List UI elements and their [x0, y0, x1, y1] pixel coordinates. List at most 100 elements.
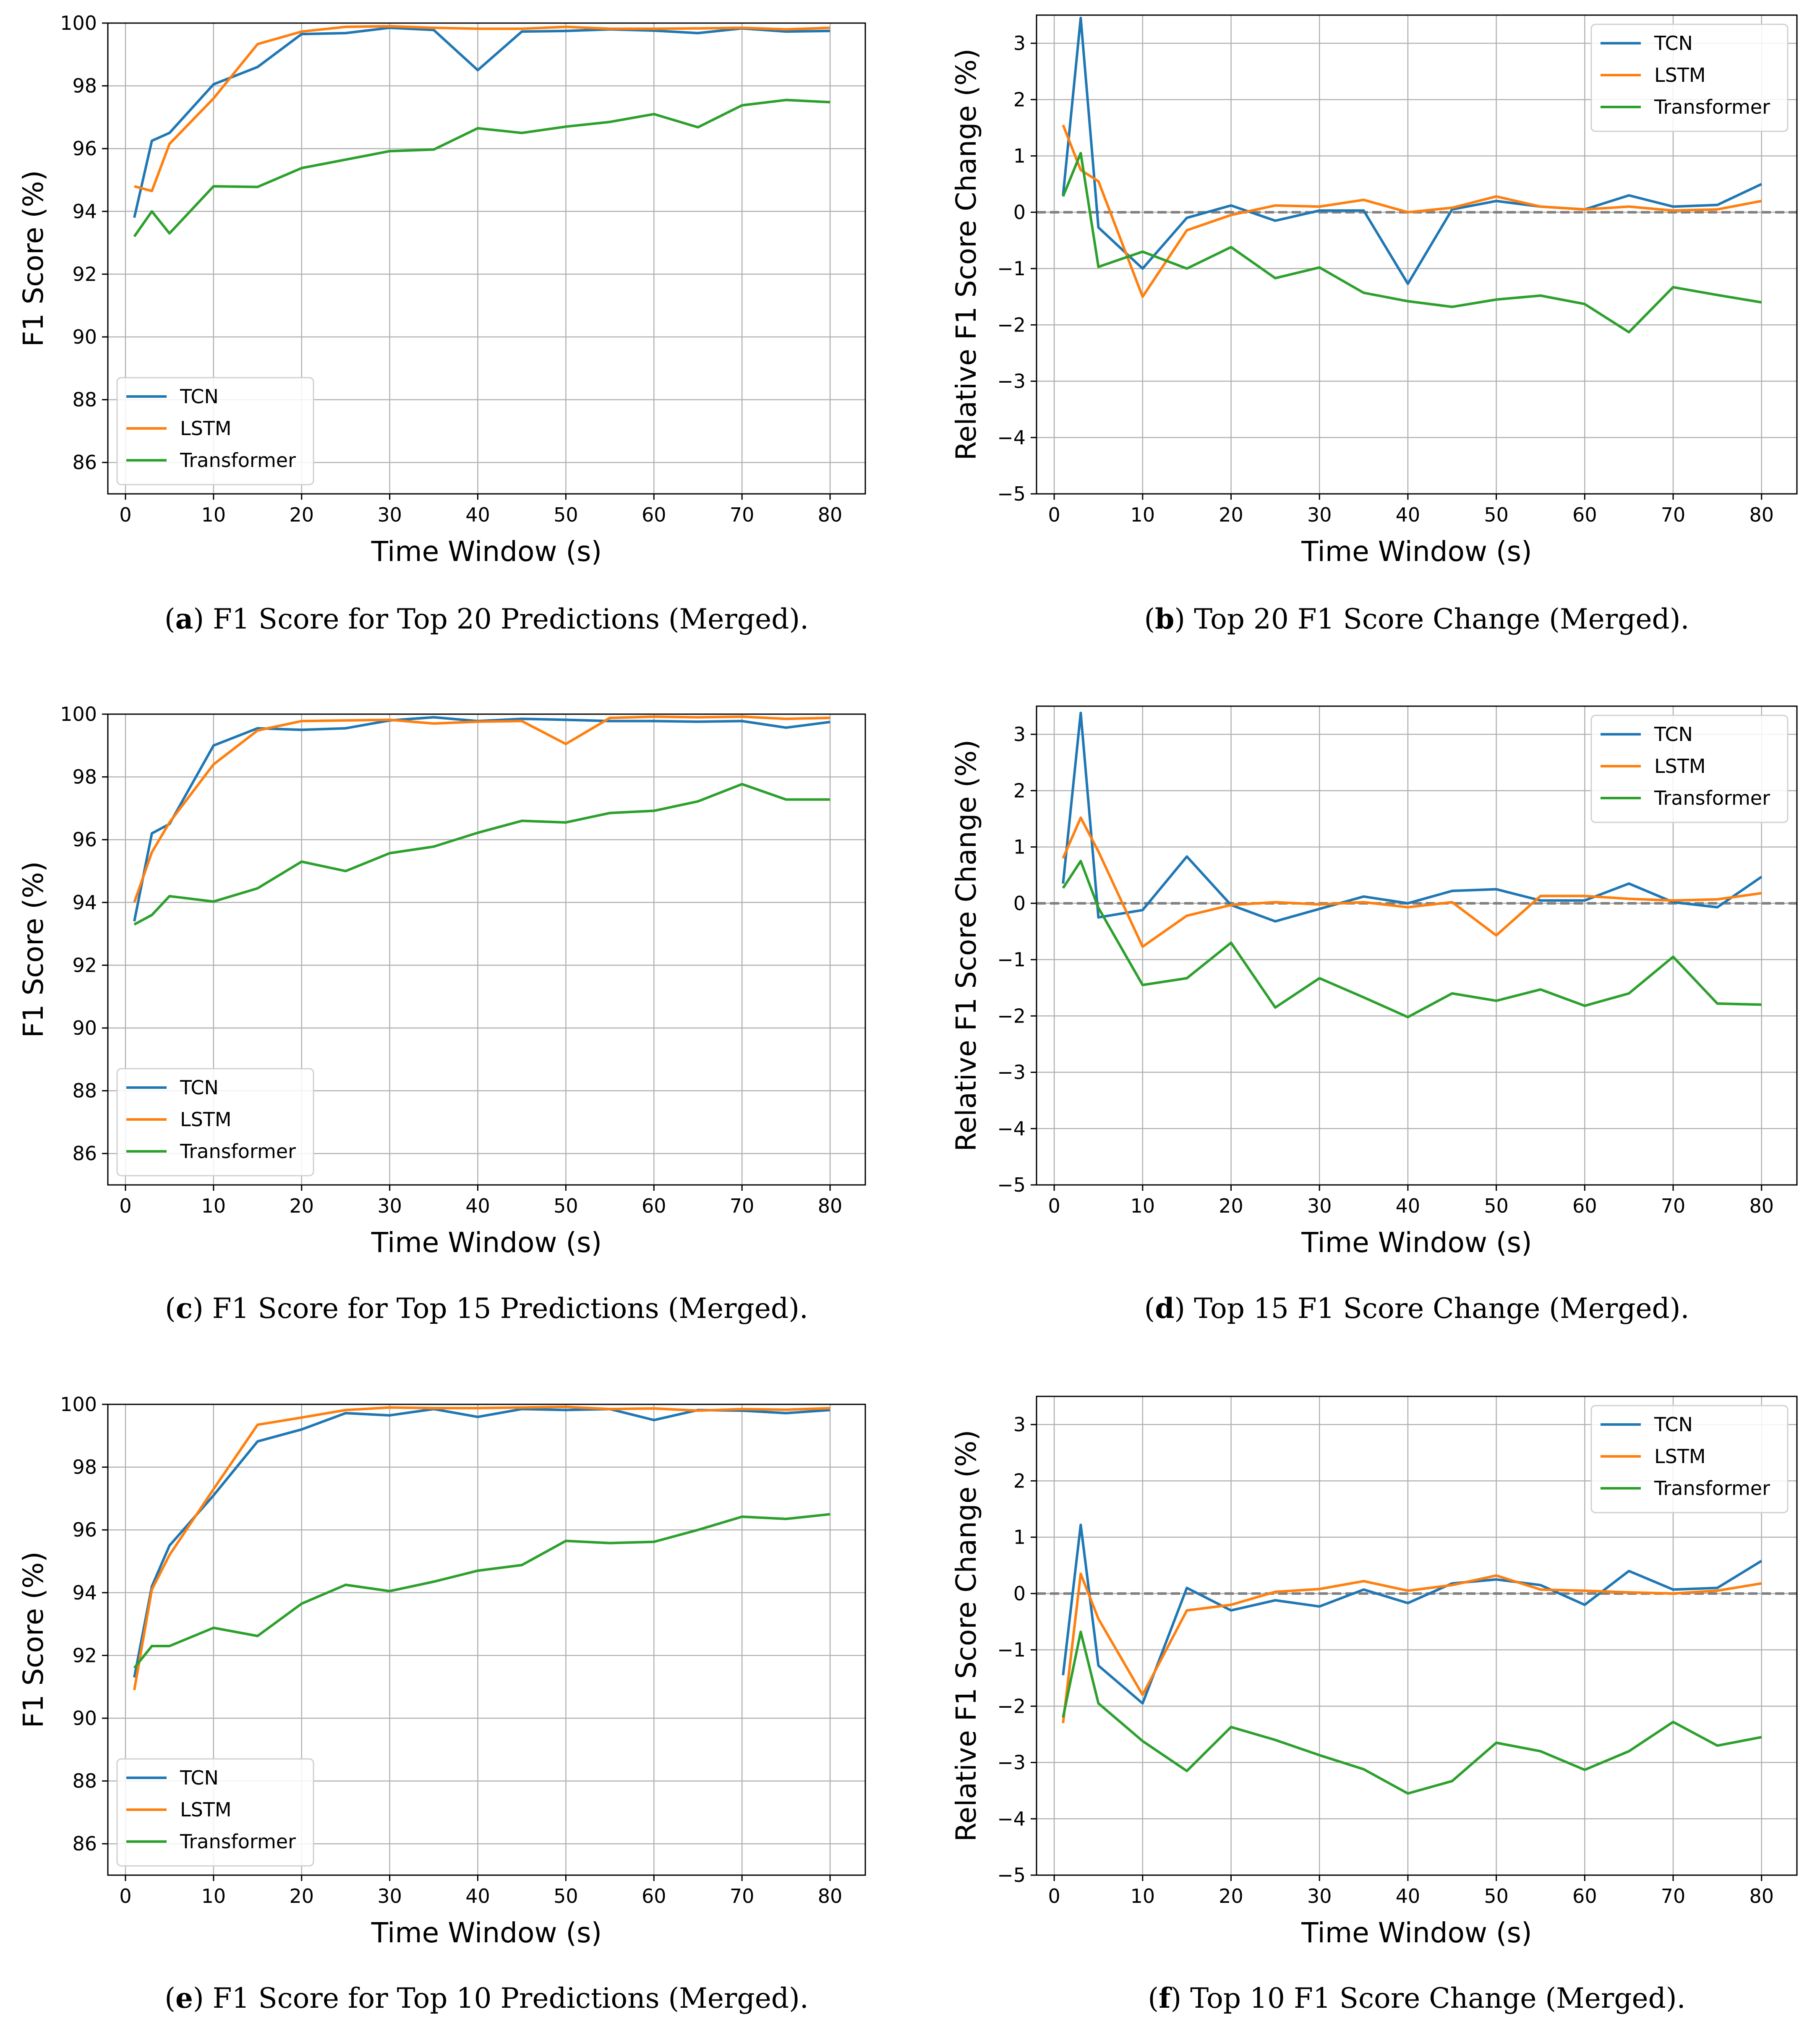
caption-letter: d	[1155, 1292, 1174, 1325]
x-tick-label: 30	[1307, 1195, 1332, 1217]
legend-label-transformer: Transformer	[1654, 96, 1770, 118]
x-tick-label: 20	[289, 1885, 314, 1907]
y-axis-label: F1 Score (%)	[17, 1552, 50, 1728]
x-tick-label: 70	[730, 1195, 755, 1217]
y-tick-label: −4	[997, 1808, 1026, 1830]
legend-label-tcn: TCN	[180, 1766, 219, 1789]
x-tick-label: 70	[730, 1885, 755, 1907]
x-tick-label: 0	[119, 504, 131, 526]
x-tick-label: 70	[1661, 1195, 1686, 1217]
y-tick-label: −2	[997, 1695, 1026, 1717]
y-tick-label: 92	[72, 263, 97, 285]
y-axis-label: Relative F1 Score Change (%)	[950, 49, 982, 461]
y-axis-label: F1 Score (%)	[17, 861, 50, 1038]
x-tick-label: 80	[1749, 1885, 1774, 1907]
x-axis-label: Time Window (s)	[1301, 535, 1532, 568]
legend-label-lstm: LSTM	[180, 1108, 232, 1131]
series-line-lstm	[133, 715, 830, 903]
x-tick-label: 30	[377, 1885, 402, 1907]
series-line-lstm	[1062, 816, 1762, 948]
x-tick-label: 80	[1749, 1195, 1774, 1217]
legend: TCN LSTM Transformer	[1590, 1405, 1789, 1513]
legend: TCN LSTM Transformer	[116, 1068, 314, 1177]
x-tick-label: 70	[730, 504, 755, 526]
axes-frame	[107, 713, 866, 1186]
series-line-transformer	[1062, 860, 1762, 1018]
legend-label-tcn: TCN	[1654, 1413, 1693, 1436]
series-line-tcn	[1062, 712, 1763, 923]
y-tick-label: 100	[60, 1393, 97, 1416]
chart-a: 0 10 20 30 40 50 60 70 80 86 88 90 92 94 96 98 100 Time W…	[17, 12, 866, 635]
legend-box	[1590, 23, 1789, 132]
x-tick-label: 20	[1219, 1195, 1243, 1217]
y-tick-label: 90	[72, 1707, 97, 1730]
x-tick-label: 10	[201, 1195, 226, 1217]
y-tick-label: −5	[997, 483, 1026, 505]
legend-label-tcn: TCN	[180, 1076, 219, 1099]
x-tick-label: 50	[554, 504, 578, 526]
series-line-transformer	[1062, 151, 1762, 334]
legend: TCN LSTM Transformer	[1590, 23, 1789, 132]
x-tick-label: 40	[1396, 1885, 1420, 1907]
y-tick-label: 2	[1013, 1469, 1026, 1492]
y-tick-label: 100	[60, 703, 97, 725]
legend-label-transformer: Transformer	[1654, 1477, 1770, 1500]
caption-letter: b	[1155, 603, 1174, 635]
y-tick-label: 3	[1013, 723, 1026, 746]
x-tick-label: 20	[289, 504, 314, 526]
chart-e: 0 10 20 30 40 50 60 70 80 86 88 90 92 94 96 98 100 Time W…	[17, 1393, 866, 2014]
y-tick-label: 98	[72, 766, 97, 788]
caption-close-paren: )	[193, 1292, 204, 1325]
x-tick-label: 80	[818, 1195, 843, 1217]
chart-d: 0 10 20 30 40 50 60 70 80 −5 −4 −3 −2 −1 0 1 2 3 Time Wind…	[950, 705, 1798, 1325]
y-tick-label: 92	[72, 1644, 97, 1667]
caption-text: F1 Score for Top 15 Predictions (Merged)…	[204, 1292, 808, 1325]
x-tick-label: 0	[119, 1885, 131, 1907]
y-axis-label: Relative F1 Score Change (%)	[950, 1430, 982, 1842]
x-tick-label: 50	[1484, 1195, 1509, 1217]
chart-f: 0 10 20 30 40 50 60 70 80 −5 −4 −3 −2 −1 0 1 2 3 Time Wind…	[950, 1396, 1798, 2014]
x-tick-label: 0	[1048, 504, 1060, 526]
figure-caption: (b) Top 20 F1 Score Change (Merged).	[1144, 603, 1689, 635]
y-tick-label: 94	[72, 891, 97, 914]
legend-label-lstm: LSTM	[180, 1798, 232, 1821]
y-tick-label: 98	[72, 1456, 97, 1479]
legend-label-tcn: TCN	[1654, 32, 1693, 55]
y-tick-label: −1	[997, 948, 1026, 971]
chart-c: 0 10 20 30 40 50 60 70 80 86 88 90 92 94 96 98 100 Time W…	[17, 703, 866, 1325]
x-tick-label: 50	[1484, 504, 1509, 526]
x-axis-label: Time Window (s)	[371, 1917, 602, 1949]
y-tick-label: 94	[72, 1581, 97, 1604]
y-tick-label: −3	[997, 1061, 1026, 1084]
figure-caption: (e) F1 Score for Top 10 Predictions (Mer…	[165, 1982, 809, 2014]
caption-close-paren: )	[1174, 603, 1185, 635]
y-tick-label: 92	[72, 954, 97, 976]
legend-box	[116, 1758, 314, 1867]
series-line-tcn	[133, 716, 830, 922]
caption-close-paren: )	[193, 603, 204, 635]
y-tick-label: −5	[997, 1864, 1026, 1886]
legend-box	[1590, 715, 1789, 823]
y-axis-label: Relative F1 Score Change (%)	[950, 740, 982, 1152]
legend-box	[116, 377, 314, 485]
y-tick-label: 88	[72, 1770, 97, 1792]
y-tick-label: 0	[1013, 201, 1026, 224]
series-line-transformer	[133, 1513, 830, 1669]
x-tick-label: 30	[1307, 504, 1332, 526]
series-line-tcn	[1062, 16, 1762, 285]
legend-label-lstm: LSTM	[180, 417, 232, 440]
legend: TCN LSTM Transformer	[1590, 715, 1789, 823]
series-line-transformer	[133, 99, 830, 237]
x-tick-label: 50	[554, 1195, 578, 1217]
figure-caption: (f) Top 10 F1 Score Change (Merged).	[1148, 1982, 1685, 2014]
legend: TCN LSTM Transformer	[116, 377, 314, 485]
x-tick-label: 40	[465, 1885, 490, 1907]
series-line-lstm	[134, 25, 830, 193]
x-axis-label: Time Window (s)	[1301, 1226, 1532, 1259]
y-tick-label: −1	[997, 257, 1026, 280]
y-tick-label: 86	[72, 1832, 97, 1855]
y-tick-label: −2	[997, 313, 1026, 336]
chart-b: 0 10 20 30 40 50 60 70 80 −5 −4 −3 −2 −1 0 1 2 3 Time Wind…	[950, 14, 1798, 635]
y-tick-label: 90	[72, 1017, 97, 1039]
x-tick-label: 10	[1131, 504, 1155, 526]
